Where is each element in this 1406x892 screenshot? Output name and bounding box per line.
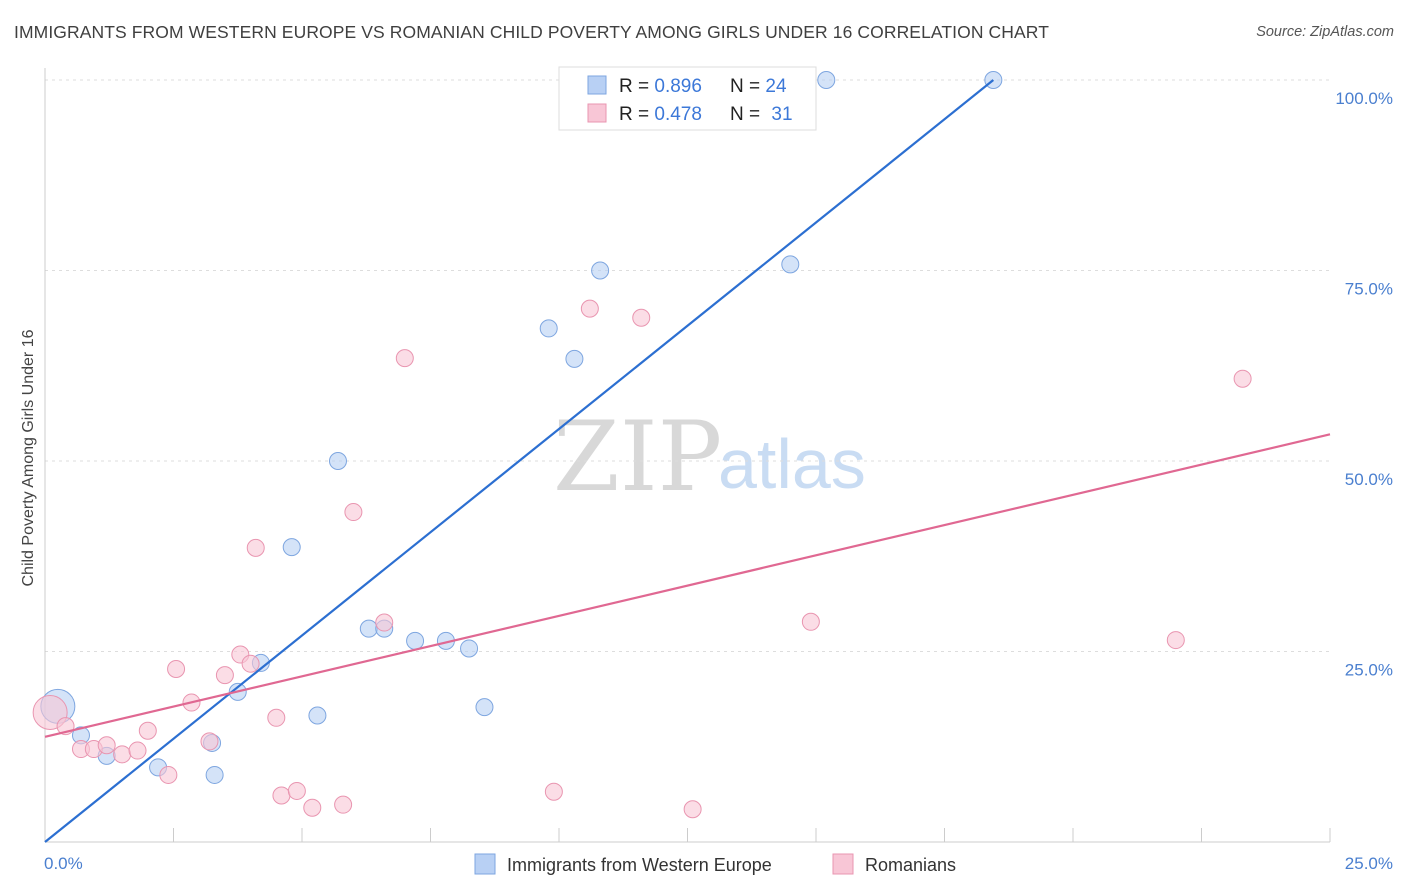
romanians-point-9 — [167, 660, 186, 679]
legend-swatch-pink — [587, 103, 607, 123]
romanians-point-27 — [683, 800, 702, 819]
legend-n-text-blue: N = — [730, 76, 765, 97]
trend-lines — [44, 79, 1331, 843]
western-europe-point-18 — [565, 349, 584, 368]
watermark-atlas: atlas — [718, 425, 866, 503]
y-tick-label-2: 75.0% — [1345, 280, 1393, 299]
western-europe-point-19 — [591, 261, 610, 280]
legend-r-value-pink: 0.478 — [654, 104, 702, 125]
romanians-point-7 — [138, 721, 157, 740]
western-europe-point-15 — [460, 639, 479, 658]
bottom-legend-swatch-blue — [474, 853, 496, 875]
y-tick-label-1: 50.0% — [1345, 470, 1393, 489]
western-europe-point-20 — [781, 255, 800, 274]
romanians-point-6 — [128, 741, 147, 760]
legend-r-text-blue: R = — [619, 76, 654, 97]
x-tick-label-1: 25.0% — [1345, 854, 1393, 873]
western-europe-point-9 — [308, 706, 327, 725]
series-romanians-points — [32, 299, 1252, 819]
western-europe-point-11 — [359, 619, 378, 638]
y-tick-label-3: 100.0% — [1335, 89, 1393, 108]
western-europe-trend-line — [44, 79, 995, 843]
romanians-point-23 — [395, 349, 414, 368]
romanians-point-20 — [334, 795, 353, 814]
bottom-legend-swatch-pink — [832, 853, 854, 875]
legend-n-value-pink: 31 — [771, 104, 792, 125]
source-label: Source: ZipAtlas.com — [1256, 24, 1394, 40]
y-tick-label-0: 25.0% — [1345, 661, 1393, 680]
legend-r-label-blue: R = 0.896 — [619, 76, 702, 97]
grid-lines — [45, 79, 1330, 652]
bottom-legend-label-pink: Romanians — [865, 855, 956, 875]
legend-n-value-blue: 24 — [765, 76, 787, 97]
legend-r-text-pink: R = — [619, 104, 654, 125]
romanians-point-25 — [580, 299, 599, 318]
legend-n-text-pink: N = — [730, 104, 765, 125]
romanians-point-30 — [1233, 369, 1252, 388]
legend-swatch-blue — [587, 75, 607, 95]
western-europe-point-13 — [406, 631, 425, 650]
legend-n-label-pink: N = 31 — [730, 104, 793, 125]
bottom-legend-label-blue: Immigrants from Western Europe — [507, 855, 772, 875]
western-europe-point-16 — [475, 698, 494, 717]
western-europe-point-21 — [817, 71, 836, 89]
romanians-point-28 — [801, 612, 820, 631]
western-europe-point-10 — [328, 452, 347, 470]
romanians-point-16 — [267, 708, 286, 727]
romanians-point-5 — [113, 745, 132, 764]
romanians-point-17 — [272, 786, 291, 805]
romanians-point-24 — [544, 782, 563, 801]
watermark-zip: ZIP — [553, 401, 722, 513]
romanians-point-14 — [241, 654, 260, 673]
romanians-point-4 — [97, 736, 116, 755]
romanians-point-18 — [287, 781, 306, 800]
romanians-point-19 — [303, 798, 322, 817]
legend-n-label-blue: N = 24 — [730, 76, 787, 97]
romanians-point-26 — [632, 308, 651, 327]
x-tick-label-0: 0.0% — [44, 854, 83, 873]
chart-title: IMMIGRANTS FROM WESTERN EUROPE VS ROMANI… — [14, 22, 1050, 42]
stats-legend: R = 0.896 N = 24 R = 0.478 N = 31 — [558, 66, 817, 131]
romanians-point-21 — [344, 503, 363, 522]
legend-r-value-blue: 0.896 — [654, 76, 702, 97]
western-europe-point-8 — [282, 538, 301, 557]
western-europe-point-4 — [205, 765, 224, 784]
y-axis-label: Child Poverty Among Girls Under 16 — [20, 329, 37, 586]
romanians-point-29 — [1166, 631, 1185, 650]
legend-r-label-pink: R = 0.478 — [619, 104, 702, 125]
romanians-point-11 — [200, 732, 219, 751]
romanians-point-22 — [375, 613, 394, 632]
romanians-trend-line — [44, 433, 1331, 738]
romanians-point-12 — [215, 666, 234, 685]
western-europe-point-17 — [539, 319, 558, 338]
tick-labels: 25.0% 50.0% 75.0% 100.0% 0.0% 25.0% — [44, 89, 1393, 873]
series-legend: Immigrants from Western Europe Romanians — [474, 853, 956, 875]
romanians-point-8 — [159, 765, 178, 784]
romanians-point-15 — [246, 538, 265, 557]
